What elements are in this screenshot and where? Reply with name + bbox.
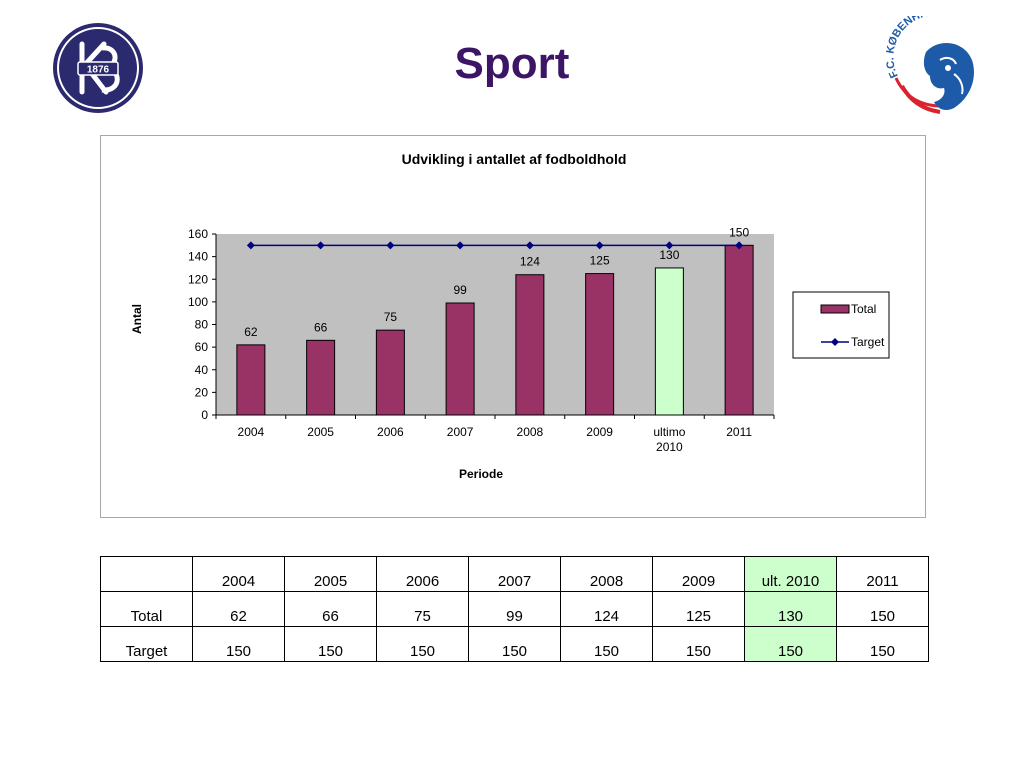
bar-line-chart: Udvikling i antallet af fodboldhold Anta…: [130, 151, 890, 481]
table-cell: 62: [192, 591, 285, 627]
x-tick-label: 2004: [238, 425, 265, 439]
table-cell: ult. 2010: [744, 556, 837, 592]
y-tick-label: 60: [195, 340, 209, 354]
bar-data-label: 99: [453, 283, 467, 297]
table-cell: 66: [284, 591, 377, 627]
bar-data-label: 124: [520, 255, 540, 269]
bar-total: [724, 244, 754, 416]
table-cell: 150: [192, 626, 285, 662]
bar-total: [306, 339, 336, 416]
target-point: [316, 241, 325, 250]
x-tick-label: 2011: [726, 425, 752, 439]
table-cell: 99: [468, 591, 561, 627]
bar-data-label: 130: [659, 248, 679, 262]
table-cell: 2007: [468, 556, 561, 592]
chart-ylabel: Antal: [130, 304, 144, 334]
table-cell: 75: [376, 591, 469, 627]
legend-label-total: Total: [851, 302, 876, 316]
legend-swatch-total: [820, 304, 850, 314]
kb-crest-year: 1876: [87, 65, 110, 76]
bar-data-label: 75: [384, 310, 398, 324]
table-cell: 150: [376, 626, 469, 662]
target-point: [525, 241, 534, 250]
table-cell: 150: [836, 626, 929, 662]
table-cell: 130: [744, 591, 837, 627]
table-cell: 2006: [376, 556, 469, 592]
x-tick-label: ultimo 2010: [653, 425, 685, 454]
chart-frame: Udvikling i antallet af fodboldhold Anta…: [100, 135, 926, 518]
legend-label-target: Target: [851, 335, 885, 349]
table-cell: 125: [652, 591, 745, 627]
x-tick-label: 2005: [307, 425, 334, 439]
table-cell: 2009: [652, 556, 745, 592]
y-tick-label: 80: [195, 318, 209, 332]
x-tick-label: 2007: [447, 425, 474, 439]
table-cell: 150: [744, 626, 837, 662]
target-point: [735, 241, 744, 250]
x-tick-label: 2008: [517, 425, 544, 439]
x-tick-label: 2006: [377, 425, 404, 439]
table-cell: 150: [560, 626, 653, 662]
target-point: [246, 241, 255, 250]
table-row-label: Target: [100, 626, 193, 662]
legend-marker-target: [831, 338, 839, 346]
y-tick-label: 120: [188, 272, 208, 286]
y-tick-label: 40: [195, 363, 209, 377]
bar-total: [654, 267, 684, 416]
table-row-label: [100, 556, 193, 592]
table-cell: 150: [836, 591, 929, 627]
bar-data-label: 66: [314, 320, 328, 334]
page-title: Sport: [454, 39, 570, 88]
target-point: [386, 241, 395, 250]
table-cell: 2005: [284, 556, 377, 592]
bar-total: [515, 274, 545, 416]
x-tick-label: 2009: [586, 425, 613, 439]
bar-total: [236, 344, 266, 416]
table-cell: 2004: [192, 556, 285, 592]
y-tick-label: 20: [195, 385, 209, 399]
target-point: [665, 241, 674, 250]
target-point: [456, 241, 465, 250]
y-tick-label: 100: [188, 295, 208, 309]
bar-data-label: 62: [244, 325, 258, 339]
fc-kobenhavn-lion-icon: F.C. KØBENHAVN: [884, 16, 980, 114]
bar-data-label: 150: [729, 225, 749, 239]
table-row: Target 150 150 150 150 150 150 150 150: [100, 626, 929, 662]
table-cell: 124: [560, 591, 653, 627]
plot-area: [216, 234, 774, 415]
bar-data-label: 125: [590, 254, 610, 268]
table-cell: 2008: [560, 556, 653, 592]
legend-box: [792, 291, 890, 359]
table-row-label: Total: [100, 591, 193, 627]
bar-total: [445, 302, 475, 416]
bar-total: [375, 329, 405, 416]
y-tick-label: 160: [188, 227, 208, 241]
table-cell: 2011: [836, 556, 929, 592]
table-cell: 150: [284, 626, 377, 662]
table-cell: 150: [652, 626, 745, 662]
data-table: 2004 2005 2006 2007 2008 2009 ult. 2010 2011 Tot…: [100, 556, 929, 662]
kb-club-crest-icon: 1876: [53, 23, 143, 113]
y-tick-label: 140: [188, 250, 208, 264]
bar-total: [585, 273, 615, 416]
table-row: Total 62 66 75 99 124 125 130 150: [100, 591, 929, 627]
target-point: [595, 241, 604, 250]
chart-xlabel: Periode: [459, 467, 503, 481]
chart-title: Udvikling i antallet af fodboldhold: [402, 151, 627, 167]
chart-legend: Total Target: [792, 291, 890, 359]
table-cell: 150: [468, 626, 561, 662]
table-header-row: 2004 2005 2006 2007 2008 2009 ult. 2010 2011: [100, 556, 929, 592]
y-tick-label: 0: [201, 408, 208, 422]
